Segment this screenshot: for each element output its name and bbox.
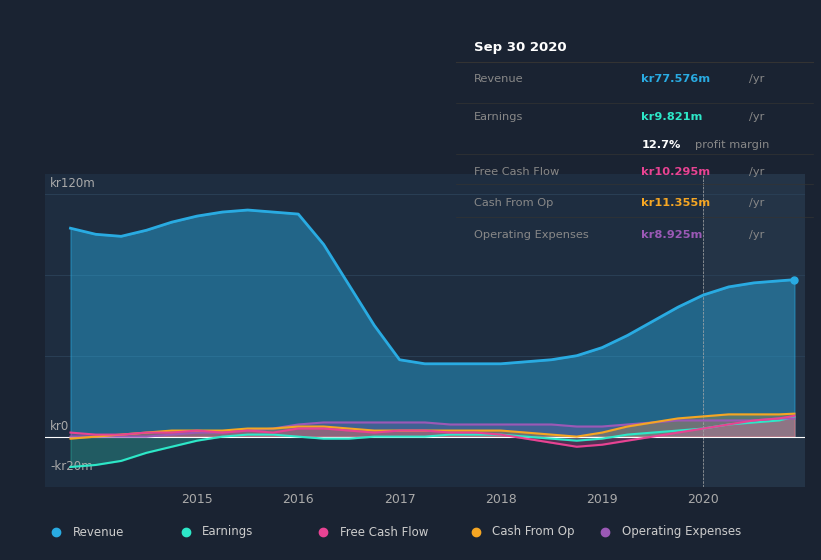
- Text: Cash From Op: Cash From Op: [493, 525, 575, 539]
- Text: Sep 30 2020: Sep 30 2020: [474, 41, 566, 54]
- Text: kr11.355m: kr11.355m: [641, 198, 710, 208]
- Text: kr8.925m: kr8.925m: [641, 230, 703, 240]
- Text: Free Cash Flow: Free Cash Flow: [340, 525, 429, 539]
- Text: Cash From Op: Cash From Op: [474, 198, 553, 208]
- Text: /yr: /yr: [749, 167, 764, 176]
- Text: kr120m: kr120m: [50, 177, 96, 190]
- Text: /yr: /yr: [749, 74, 764, 84]
- Text: profit margin: profit margin: [695, 141, 769, 150]
- Text: -kr20m: -kr20m: [50, 460, 93, 473]
- Text: kr10.295m: kr10.295m: [641, 167, 710, 176]
- Text: /yr: /yr: [749, 198, 764, 208]
- Text: /yr: /yr: [749, 230, 764, 240]
- Text: Free Cash Flow: Free Cash Flow: [474, 167, 559, 176]
- Text: Earnings: Earnings: [202, 525, 254, 539]
- Text: /yr: /yr: [749, 112, 764, 122]
- Text: Revenue: Revenue: [72, 525, 124, 539]
- Text: Operating Expenses: Operating Expenses: [474, 230, 589, 240]
- Text: kr9.821m: kr9.821m: [641, 112, 703, 122]
- Text: 12.7%: 12.7%: [641, 141, 681, 150]
- Bar: [704, 174, 805, 487]
- Text: kr0: kr0: [50, 419, 70, 432]
- Text: Earnings: Earnings: [474, 112, 523, 122]
- Text: Operating Expenses: Operating Expenses: [622, 525, 741, 539]
- Text: Revenue: Revenue: [474, 74, 523, 84]
- Text: kr77.576m: kr77.576m: [641, 74, 710, 84]
